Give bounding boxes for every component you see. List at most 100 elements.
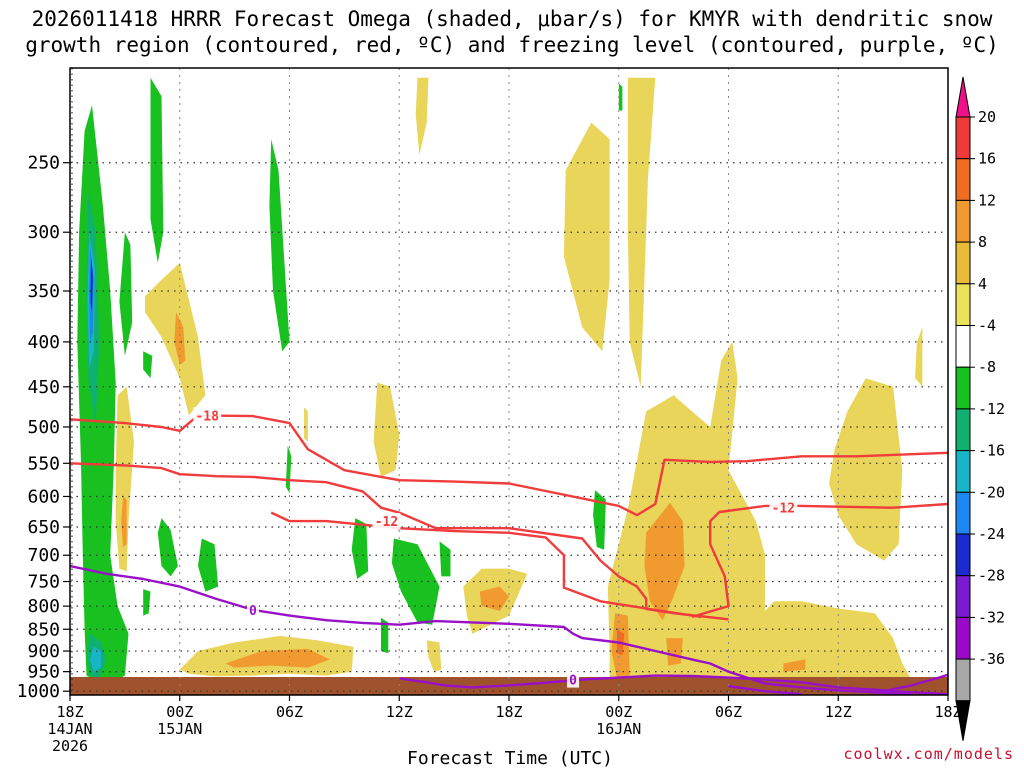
colorbar-swatch (955, 241, 971, 285)
contour-label: 0 (249, 604, 257, 619)
colorbar-swatch (955, 616, 971, 660)
x-tick-label: 06Z (276, 703, 303, 721)
omega-region (304, 407, 308, 442)
isotherm-line (874, 673, 948, 695)
omega-region (563, 122, 610, 352)
chart-title: 2026011418 HRRR Forecast Omega (shaded, … (0, 6, 1024, 58)
x-tick-label: 18Z (495, 703, 522, 721)
contour-label: -12 (375, 515, 398, 530)
y-tick-label: 900 (27, 641, 60, 662)
x-tick-label: 18Z (56, 703, 83, 721)
omega-region (198, 538, 219, 592)
isotherm-line (691, 502, 948, 619)
omega-region (479, 586, 509, 611)
contour-label-bg (567, 671, 580, 688)
x-tick-label: 2026 (52, 737, 88, 755)
title-line-2: growth region (contoured, red, ºC) and f… (25, 33, 999, 57)
omega-region (415, 77, 429, 155)
omega-region (174, 312, 186, 365)
omega-region (157, 518, 178, 577)
contour-label: -18 (195, 409, 219, 424)
x-axis-label: Forecast Time (UTC) (407, 748, 613, 768)
colorbar-label: 20 (978, 108, 996, 126)
x-tick-label: 15JAN (157, 720, 202, 738)
y-tick-label: 500 (27, 417, 60, 438)
omega-region (269, 139, 290, 352)
colorbar-label: -28 (978, 567, 1005, 585)
colorbar-label: -24 (978, 525, 1005, 543)
colorbar-bottom-arrow (955, 700, 971, 741)
colorbar-swatch (955, 408, 971, 452)
omega-region (783, 659, 806, 672)
x-tick-label: 06Z (715, 703, 742, 721)
omega-region (351, 518, 369, 579)
colorbar-top-arrow (955, 76, 971, 118)
contour-label-bg (769, 499, 798, 516)
colorbar-swatch (955, 658, 971, 702)
omega-region (285, 445, 292, 494)
omega-region (618, 83, 623, 111)
contour-label: 0 (569, 674, 577, 689)
colorbar-label: -16 (978, 442, 1005, 460)
omega-region (225, 648, 330, 668)
omega-region (426, 640, 442, 672)
x-tick-label: 16JAN (596, 720, 641, 738)
colorbar-label: 12 (978, 191, 996, 209)
omega-region (439, 541, 451, 577)
omega-region (121, 496, 127, 547)
y-tick-label: 800 (27, 596, 60, 617)
site-credit: coolwx.com/models (843, 745, 1014, 763)
isotherm-line (399, 674, 948, 695)
colorbar-swatch (955, 450, 971, 493)
x-tick-label: 12Z (386, 703, 413, 721)
x-tick-label: 00Z (166, 703, 193, 721)
title-line-1: 2026011418 HRRR Forecast Omega (shaded, … (31, 7, 993, 31)
omega-region (373, 382, 400, 477)
omega-region (115, 386, 134, 572)
omega-region (90, 256, 93, 313)
isotherm-line (270, 511, 702, 619)
y-tick-label: 400 (27, 332, 60, 353)
omega-region (666, 638, 683, 666)
y-tick-label: 850 (27, 619, 60, 640)
omega-shading (77, 77, 923, 694)
colorbar-swatch (955, 158, 971, 201)
contour-label: -12 (772, 502, 795, 517)
colorbar-label: 4 (978, 275, 987, 293)
colorbar: 20 16 12 8 4 -4 -8 -12 -16 -20 -24 -28 -32 -36 (955, 76, 1005, 741)
omega-region (915, 327, 923, 387)
omega-region (143, 351, 153, 379)
y-tick-label: 700 (27, 545, 60, 566)
y-tick-label: 950 (27, 662, 60, 683)
y-tick-label: 650 (27, 517, 60, 538)
x-tick-label: 18Z (934, 703, 961, 721)
omega-region (119, 232, 133, 356)
colorbar-label: 16 (978, 150, 996, 168)
contour-label-bg (372, 513, 401, 530)
x-tick-label: 12Z (825, 703, 852, 721)
contour-labels: -18 -12 -12 0 0 (193, 407, 798, 689)
colorbar-swatch (955, 575, 971, 618)
x-tick-label: 00Z (605, 703, 632, 721)
colorbar-label: -20 (978, 483, 1005, 501)
grid-lines (70, 68, 948, 695)
y-tick-label: 600 (27, 486, 60, 507)
colorbar-label: -4 (978, 317, 996, 335)
colorbar-label: -36 (978, 650, 1005, 668)
colorbar-swatch (955, 283, 971, 326)
isotherm-line (728, 685, 802, 695)
colorbar-label: -12 (978, 400, 1005, 418)
colorbar-label: 8 (978, 233, 987, 251)
omega-region (829, 378, 903, 561)
omega-region (143, 589, 151, 616)
omega-region (381, 617, 389, 654)
temperature-contours (70, 414, 948, 695)
colorbar-swatch (955, 325, 971, 368)
isotherm-line (70, 462, 729, 621)
contour-label-bg (246, 601, 259, 618)
isotherm-line (70, 564, 912, 695)
y-tick-label: 550 (27, 453, 60, 474)
y-tick-label: 750 (27, 572, 60, 593)
omega-region (644, 502, 685, 621)
